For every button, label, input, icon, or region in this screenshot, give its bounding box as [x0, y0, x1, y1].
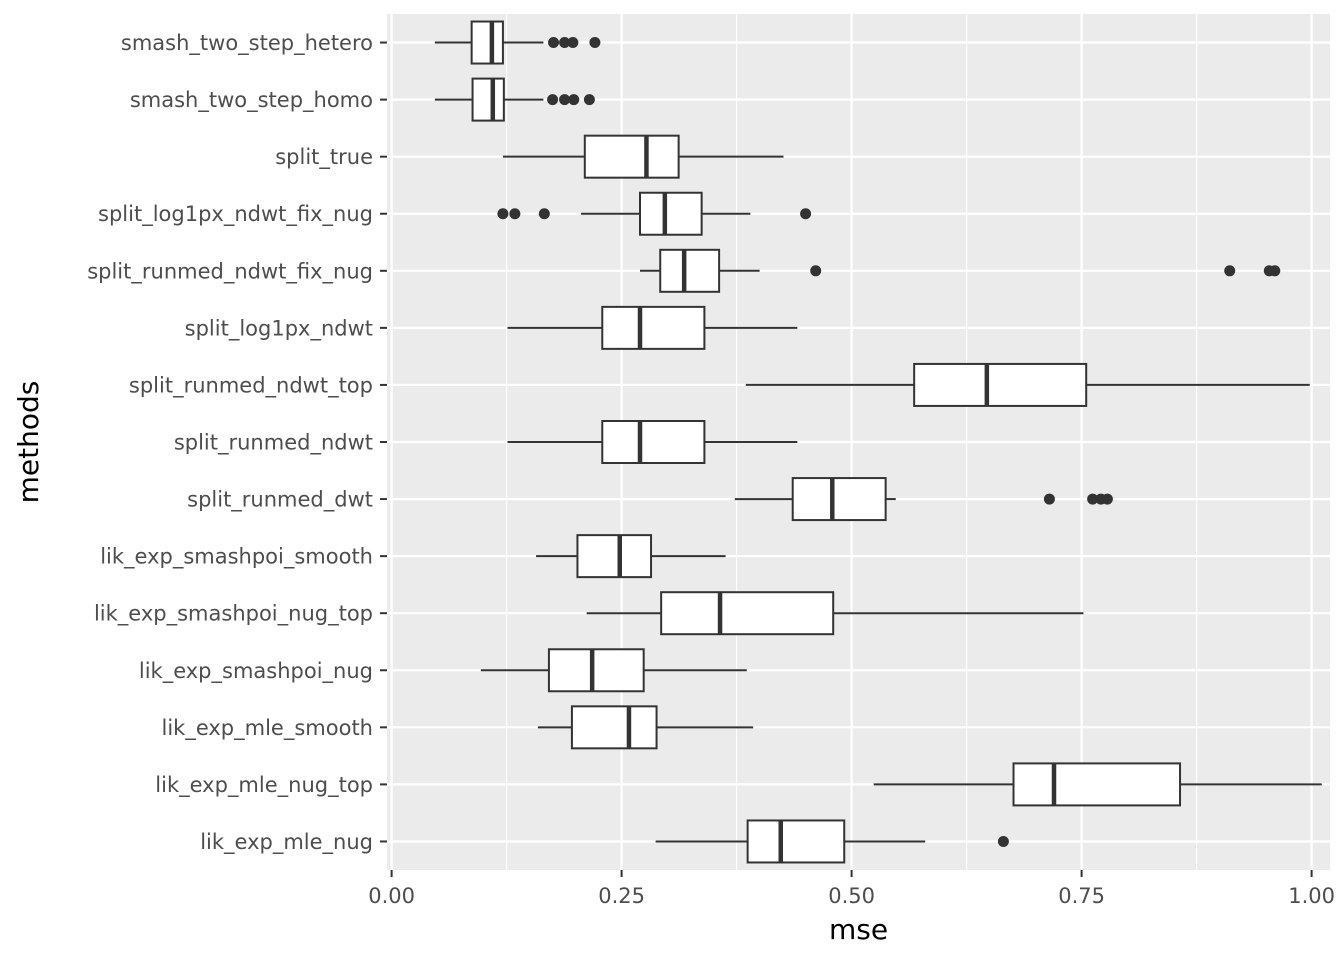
x-tick-label: 1.00 — [1288, 884, 1335, 908]
outlier-point — [547, 94, 559, 106]
y-tick-label: split_log1px_ndwt_fix_nug — [98, 202, 373, 227]
box-lik-exp-smashpoi-smooth — [536, 534, 726, 579]
iqr-box — [576, 534, 653, 579]
box-lik-exp-mle-smooth — [537, 705, 754, 750]
iqr-box — [913, 362, 1088, 407]
outlier-point — [800, 208, 812, 220]
outlier-point — [583, 94, 595, 106]
box-series — [434, 20, 1322, 864]
box-smash-two-step-homo — [434, 77, 595, 122]
outlier-point — [538, 208, 550, 220]
iqr-box — [746, 819, 846, 864]
x-tick-label: 0.75 — [1058, 884, 1105, 908]
box-lik-exp-smashpoi-nug — [480, 648, 747, 693]
iqr-box — [601, 305, 706, 350]
outlier-point — [997, 835, 1009, 847]
box-split-runmed-ndwt — [507, 420, 798, 464]
iqr-box — [570, 705, 658, 750]
x-axis-title: mse — [829, 913, 888, 946]
box-lik-exp-mle-nug — [655, 819, 1009, 864]
box-split-log1px-ndwt — [507, 305, 798, 350]
y-tick-label: split_runmed_ndwt_fix_nug — [87, 259, 373, 284]
y-tick-label: lik_exp_smashpoi_smooth — [100, 545, 373, 570]
outlier-point — [1224, 265, 1236, 277]
y-tick-label: split_runmed_ndwt — [174, 431, 373, 456]
y-tick-label: lik_exp_mle_nug_top — [155, 773, 373, 798]
outlier-point — [1087, 493, 1099, 505]
box-lik-exp-mle-nug-top — [873, 762, 1322, 807]
axes: smash_two_step_hetero smash_two_step_homo… — [87, 31, 1335, 908]
x-tick-label: 0.50 — [828, 884, 875, 908]
outlier-point — [1043, 493, 1055, 505]
outlier-point — [497, 208, 509, 220]
outlier-point — [567, 37, 579, 49]
outlier-point — [559, 94, 571, 106]
outlier-point — [559, 37, 571, 49]
iqr-box — [471, 77, 505, 122]
outlier-point — [1101, 493, 1113, 505]
box-lik-exp-smashpoi-nug-top — [586, 591, 1084, 636]
box-split-runmed-ndwt-top — [745, 362, 1310, 407]
y-tick-label: lik_exp_mle_nug — [200, 830, 373, 855]
outlier-point — [509, 208, 521, 220]
outlier-point — [568, 94, 580, 106]
outlier-point — [810, 265, 822, 277]
iqr-box — [660, 591, 835, 636]
y-tick-label: smash_two_step_hetero — [121, 31, 373, 56]
outlier-point — [548, 37, 560, 49]
y-axis-title: methods — [12, 381, 45, 504]
outlier-point — [589, 37, 601, 49]
box-split-true — [502, 134, 784, 179]
iqr-box — [547, 648, 645, 693]
y-tick-label: split_log1px_ndwt — [185, 316, 373, 341]
x-tick-label: 0.25 — [598, 884, 645, 908]
y-tick-label: lik_exp_mle_smooth — [162, 716, 374, 741]
box-split-log1px-ndwt-fix-nug — [497, 191, 812, 236]
box-split-runmed-ndwt-fix-nug — [640, 248, 1281, 293]
box-smash-two-step-hetero — [434, 20, 601, 65]
iqr-box — [601, 420, 706, 464]
iqr-box — [639, 191, 703, 236]
iqr-box — [470, 20, 504, 65]
box-split-runmed-dwt — [734, 477, 1113, 522]
y-tick-label: smash_two_step_homo — [130, 88, 373, 113]
y-tick-label: lik_exp_smashpoi_nug_top — [94, 602, 373, 627]
iqr-box — [791, 477, 887, 522]
y-tick-label: split_true — [275, 145, 373, 170]
outlier-point — [1269, 265, 1281, 277]
iqr-box — [1012, 762, 1182, 807]
y-tick-label: split_runmed_ndwt_top — [129, 373, 373, 398]
x-tick-label: 0.00 — [368, 884, 415, 908]
iqr-box — [583, 134, 680, 179]
y-tick-label: split_runmed_dwt — [187, 488, 373, 513]
y-tick-label: lik_exp_smashpoi_nug — [139, 659, 373, 684]
iqr-box — [659, 248, 721, 293]
grid-lines — [387, 14, 1330, 870]
